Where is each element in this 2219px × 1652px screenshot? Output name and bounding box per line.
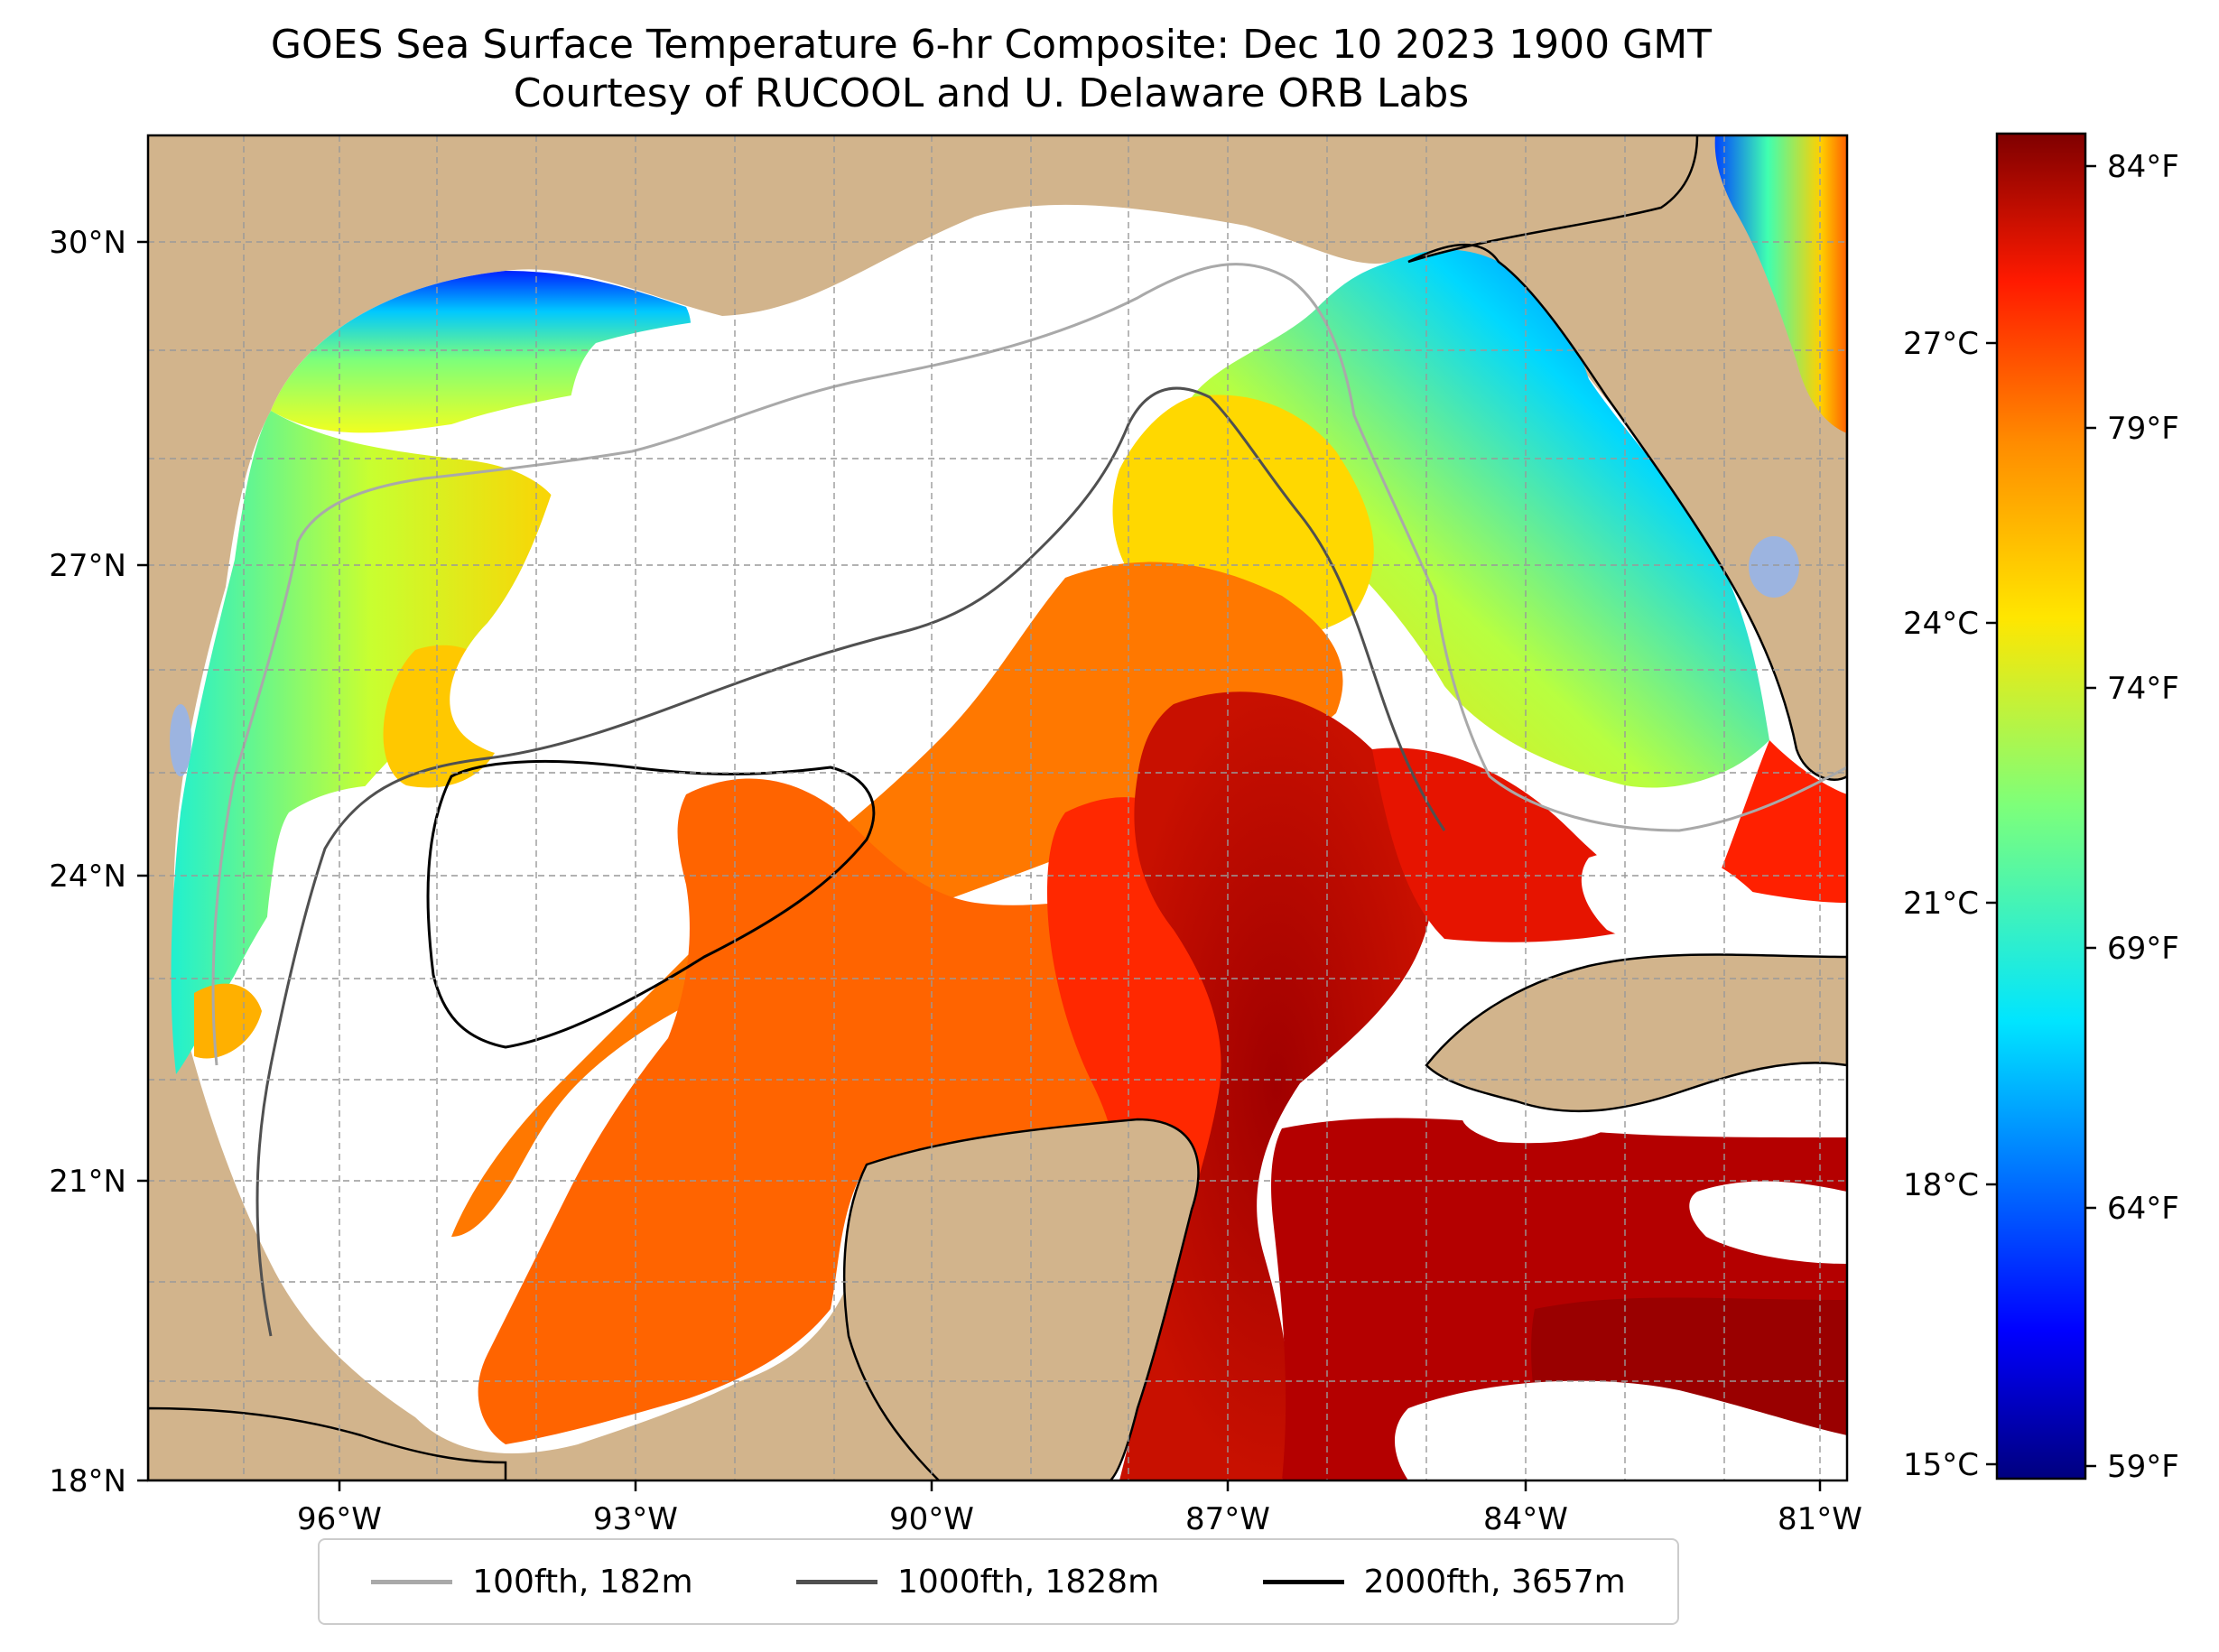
land-south-mexico xyxy=(148,1406,507,1480)
lon-tick-label: 84°W xyxy=(1483,1501,1568,1537)
fahrenheit-tick-label: 59°F xyxy=(2107,1449,2179,1485)
colorbar-celsius-axis: 27°C 24°C 21°C 18°C 15°C xyxy=(1903,326,1997,1483)
sst-west-south xyxy=(194,983,262,1059)
map-frame xyxy=(146,134,1849,1482)
contour-2000fth xyxy=(426,759,876,1049)
legend-item-1000fth: 1000fth, 1828m xyxy=(795,1563,1160,1601)
legend-item-2000fth: 2000fth, 3657m xyxy=(1262,1563,1626,1601)
contour-1000fth xyxy=(255,386,1446,1337)
legend-swatch-2000fth xyxy=(1262,1579,1344,1584)
lon-tick-label: 90°W xyxy=(889,1501,974,1537)
land-cuba xyxy=(1425,953,1847,1113)
gridlines xyxy=(148,135,1847,1480)
lat-tick-label: 27°N xyxy=(49,548,126,584)
fahrenheit-tick-label: 64°F xyxy=(2107,1191,2179,1227)
title-line2: Courtesy of RUCOOL and U. Delaware ORB L… xyxy=(514,70,1469,116)
lat-tick-label: 30°N xyxy=(49,225,126,261)
sst-eddy-core xyxy=(1119,691,1434,1480)
colorbar xyxy=(1995,132,2087,1480)
cloud-west xyxy=(264,785,614,1271)
lat-tick-label: 21°N xyxy=(49,1164,126,1200)
celsius-tick-label: 21°C xyxy=(1903,886,1979,922)
contour-100fth xyxy=(211,263,1847,1066)
longitude-axis: 96°W 93°W 90°W 87°W 84°W 81°W xyxy=(297,1480,1862,1537)
lon-tick-label: 93°W xyxy=(593,1501,678,1537)
sst-florida-shelf xyxy=(1192,249,1769,788)
sst-keys-red xyxy=(1715,740,1847,903)
lake-okeechobee xyxy=(1749,536,1799,598)
cloud-caribbean-b xyxy=(1395,1380,1847,1480)
celsius-tick-label: 15°C xyxy=(1903,1447,1979,1483)
lat-tick-label: 18°N xyxy=(49,1463,126,1499)
lon-tick-label: 87°W xyxy=(1185,1501,1270,1537)
land-florida xyxy=(1407,135,1847,781)
legend-swatch-100fth xyxy=(371,1579,453,1584)
lat-tick-label: 24°N xyxy=(49,858,126,895)
legend-item-100fth: 100fth, 182m xyxy=(371,1563,693,1601)
map-area xyxy=(148,135,1847,1480)
legend-label-2000fth: 2000fth, 3657m xyxy=(1363,1563,1626,1601)
legend: 100fth, 182m 1000fth, 1828m 2000fth, 365… xyxy=(318,1538,1679,1625)
fahrenheit-tick-label: 74°F xyxy=(2107,671,2179,707)
legend-label-100fth: 100fth, 182m xyxy=(472,1563,693,1601)
celsius-tick-label: 18°C xyxy=(1903,1167,1979,1203)
sst-atlantic xyxy=(1714,135,1847,433)
celsius-tick-label: 24°C xyxy=(1903,606,1979,642)
lon-tick-label: 81°W xyxy=(1778,1501,1862,1537)
fahrenheit-tick-label: 69°F xyxy=(2107,931,2179,967)
colorbar-fahrenheit-axis: 84°F 79°F 74°F 69°F 64°F 59°F xyxy=(2085,149,2179,1485)
latitude-axis: 30°N 27°N 24°N 21°N 18°N xyxy=(49,225,148,1499)
legend-swatch-1000fth xyxy=(795,1579,877,1584)
lon-tick-label: 96°W xyxy=(297,1501,382,1537)
lake-small-1 xyxy=(170,704,191,776)
cloud-caribbean-a xyxy=(1689,1181,1847,1264)
sst-gulf-orange-band xyxy=(478,778,1195,1444)
legend-label-1000fth: 1000fth, 1828m xyxy=(896,1563,1160,1601)
fahrenheit-tick-label: 79°F xyxy=(2107,411,2179,447)
cloud-central xyxy=(450,312,1103,757)
celsius-tick-label: 27°C xyxy=(1903,326,1979,362)
fahrenheit-tick-label: 84°F xyxy=(2107,149,2179,185)
title-line1: GOES Sea Surface Temperature 6-hr Compos… xyxy=(271,22,1712,68)
